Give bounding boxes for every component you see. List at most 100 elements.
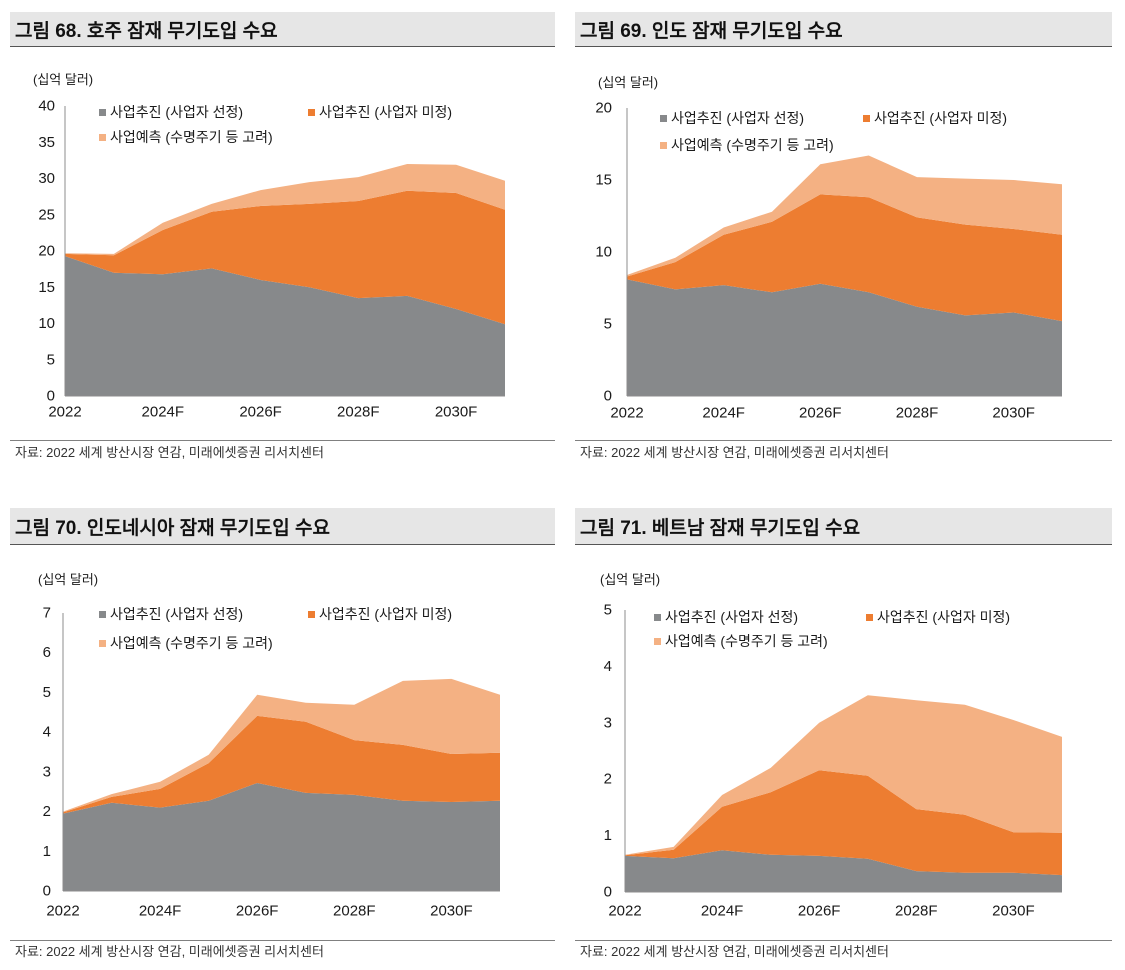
legend-label: 사업추진 (사업자 선정) [110,606,244,622]
x-tick-label: 2030F [435,404,478,421]
y-tick-label: 2 [43,803,51,820]
legend-item-lifecycle-forecast: 사업예측 (수명주기 등 고려) [654,632,828,650]
source-divider [575,940,1112,941]
x-tick-label: 2024F [142,404,185,421]
y-unit-label: (십억 달러) [598,75,659,90]
stacked-area-chart: 0 5 10 15 20 25 30 35 40 2022 2024F 2026F 2028F 2030F [38,98,505,421]
y-tick-label: 1 [43,843,51,860]
y-tick-label: 0 [604,884,612,901]
area-series-contractor-undecided [627,194,1062,322]
y-tick-label: 4 [43,724,51,741]
y-tick-label: 10 [38,315,55,332]
figure-title-bar: 그림 71. 베트남 잠재 무기도입 수요 [575,508,1112,545]
legend-swatch [654,613,661,621]
source-note: 자료: 2022 세계 방산시장 연감, 미래에셋증권 리서치센터 [580,944,889,959]
x-tick-label: 2026F [239,404,282,421]
legend-item-contractor-selected: 사업추진 (사업자 선정) [654,608,798,626]
figure-panel-indonesia: 그림 70. 인도네시아 잠재 무기도입 수요 0 1 2 3 4 5 6 7 2022 2024… [10,508,555,962]
y-unit-label: (십억 달러) [600,572,661,587]
source-divider [575,440,1112,441]
y-unit-label: (십억 달러) [38,572,99,587]
legend-label: 사업예측 (수명주기 등 고려) [110,129,273,145]
legend-swatch [660,141,667,149]
x-tick-label: 2024F [702,405,745,422]
figure-title-bar: 그림 69. 인도 잠재 무기도입 수요 [575,12,1112,47]
legend-item-contractor-undecided: 사업추진 (사업자 미정) [308,605,452,623]
source-note: 자료: 2022 세계 방산시장 연감, 미래에셋증권 리서치센터 [15,445,324,460]
source-divider [10,940,555,941]
legend-swatch [99,133,106,141]
legend-swatch [660,114,667,122]
x-tick-label: 2022 [46,903,79,920]
legend-label: 사업예측 (수명주기 등 고려) [665,633,828,649]
legend-label: 사업추진 (사업자 선정) [110,104,244,120]
y-tick-label: 10 [595,244,612,261]
figure-panel-vietnam: 그림 71. 베트남 잠재 무기도입 수요 0 1 2 3 4 5 2022 2024F 202… [575,508,1112,962]
y-tick-label: 0 [43,883,51,900]
y-tick-label: 30 [38,170,55,187]
figure-title-bar: 그림 70. 인도네시아 잠재 무기도입 수요 [10,508,555,545]
y-tick-label: 20 [595,100,612,117]
legend-label: 사업추진 (사업자 미정) [319,606,453,622]
y-tick-label: 3 [43,763,51,780]
stacked-area-chart: 0 1 2 3 4 5 2022 2024F 2026F 2028F 2030F [604,602,1062,920]
x-tick-label: 2028F [337,404,380,421]
figure-title: 그림 68. 호주 잠재 무기도입 수요 [15,20,278,42]
legend-item-contractor-selected: 사업추진 (사업자 선정) [660,109,804,127]
legend-label: 사업추진 (사업자 선정) [665,609,799,625]
y-tick-label: 3 [604,714,612,731]
figure-title: 그림 70. 인도네시아 잠재 무기도입 수요 [15,517,331,539]
x-tick-label: 2028F [895,903,938,920]
area-series-contractor-selected [65,256,505,396]
legend-swatch [99,610,106,618]
y-tick-label: 2 [604,771,612,788]
legend-label: 사업추진 (사업자 미정) [874,110,1008,126]
area-series-contractor-undecided [65,190,505,325]
legend-label: 사업추진 (사업자 미정) [877,609,1011,625]
x-tick-label: 2030F [430,903,473,920]
x-tick-label: 2026F [798,903,841,920]
legend-swatch [308,108,315,116]
legend-item-contractor-selected: 사업추진 (사업자 선정) [99,103,243,121]
stacked-area-chart: 0 5 10 15 20 2022 2024F 2026F 2028F 2030F [595,100,1062,422]
area-series-lifecycle-forecast [63,678,500,813]
source-divider [10,440,555,441]
legend-item-contractor-undecided: 사업추진 (사업자 미정) [308,103,452,121]
legend-item-contractor-undecided: 사업추진 (사업자 미정) [866,608,1010,626]
area-series-lifecycle-forecast [627,155,1062,277]
figure-title: 그림 71. 베트남 잠재 무기도입 수요 [580,517,861,539]
y-tick-label: 4 [604,658,612,675]
x-tick-label: 2030F [992,903,1035,920]
y-tick-label: 7 [43,605,51,622]
area-series-lifecycle-forecast [65,164,505,256]
y-tick-label: 5 [47,351,55,368]
stacked-area-chart: 0 1 2 3 4 5 6 7 2022 2024F 2026F 2028F 2030F [43,605,500,920]
figure-panel-australia: 그림 68. 호주 잠재 무기도입 수요 0 5 10 15 20 25 30 35 40 202… [10,12,555,462]
x-tick-label: 2026F [799,405,842,422]
legend-item-lifecycle-forecast: 사업예측 (수명주기 등 고려) [99,634,273,652]
x-tick-label: 2022 [610,405,643,422]
legend-item-lifecycle-forecast: 사업예측 (수명주기 등 고려) [99,128,273,146]
y-tick-label: 0 [604,388,612,405]
x-tick-label: 2030F [992,405,1035,422]
legend-label: 사업추진 (사업자 미정) [319,104,453,120]
legend-swatch [863,114,870,122]
figure-title: 그림 69. 인도 잠재 무기도입 수요 [580,20,843,42]
x-tick-label: 2028F [896,405,939,422]
legend-swatch [99,639,106,647]
x-tick-label: 2028F [333,903,376,920]
area-series-contractor-undecided [625,770,1062,876]
y-tick-label: 0 [47,388,55,405]
area-series-contractor-selected [625,850,1062,892]
legend-label: 사업예측 (수명주기 등 고려) [671,137,834,153]
x-tick-label: 2026F [236,903,279,920]
legend-swatch [654,637,661,645]
area-series-lifecycle-forecast [625,695,1062,856]
y-tick-label: 15 [595,172,612,189]
area-series-contractor-selected [627,279,1062,396]
legend-label: 사업예측 (수명주기 등 고려) [110,635,273,651]
area-series-contractor-undecided [63,715,500,814]
legend-swatch [308,610,315,618]
legend-label: 사업추진 (사업자 선정) [671,110,805,126]
legend-item-contractor-selected: 사업추진 (사업자 선정) [99,605,243,623]
